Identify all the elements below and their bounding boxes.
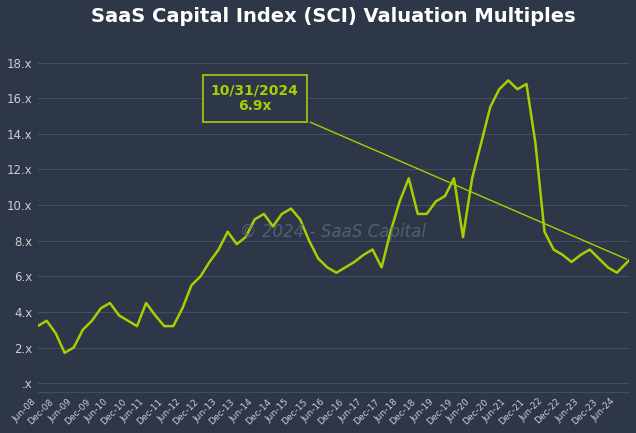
Text: 10/31/2024
6.9x: 10/31/2024 6.9x: [211, 83, 626, 259]
Text: © 2024 - SaaS Capital: © 2024 - SaaS Capital: [240, 223, 426, 241]
Title: SaaS Capital Index (SCI) Valuation Multiples: SaaS Capital Index (SCI) Valuation Multi…: [91, 7, 576, 26]
